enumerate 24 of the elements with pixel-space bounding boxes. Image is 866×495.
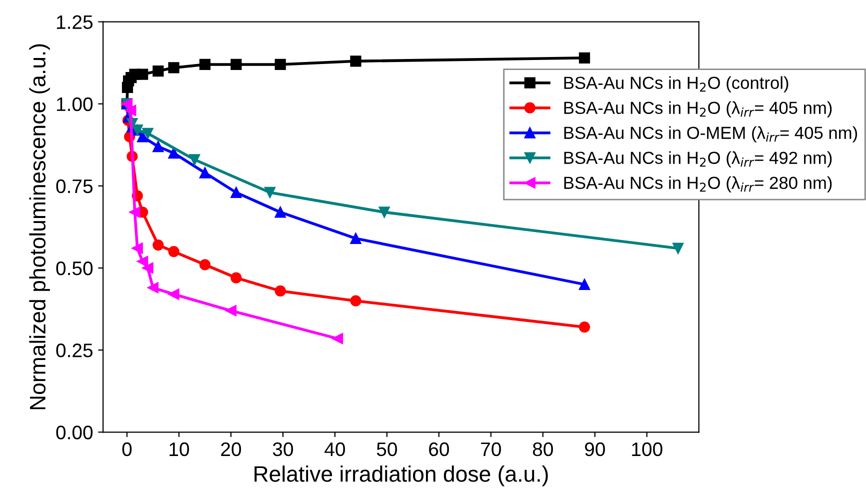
x-tick-label: 60 <box>429 442 449 456</box>
x-tick-label: 30 <box>272 442 293 456</box>
y-axis-title: Normalized photoluminescence (a.u.) <box>29 44 50 410</box>
x-tick-label: 90 <box>584 442 605 456</box>
x-tick-label: 80 <box>532 442 553 456</box>
x-axis-title: Relative irradiation dose (a.u.) <box>254 466 548 486</box>
y-tick-label: 0.50 <box>56 261 93 276</box>
x-tick-label: 40 <box>324 442 345 456</box>
y-tick-label: 0.00 <box>56 426 93 440</box>
y-tick-label: 0.75 <box>56 179 93 194</box>
legend-label: BSA-Au NCs in H$_{2}$O (λ$_{irr}$= 405 nm) <box>564 101 832 118</box>
x-tick-label: 20 <box>221 442 242 456</box>
legend-label: BSA-Au NCs in H$_{2}$O (λ$_{irr}$= 492 nm) <box>564 151 832 168</box>
y-tick-label: 0.25 <box>56 344 93 358</box>
x-tick-label: 0 <box>122 442 132 456</box>
x-tick-label: 50 <box>376 442 397 456</box>
x-tick-label: 10 <box>170 442 190 456</box>
x-tick-label: 100 <box>632 442 662 456</box>
y-tick-label: 1.00 <box>56 97 93 112</box>
legend-label: BSA-Au NCs in H$_{2}$O (control) <box>564 76 788 92</box>
legend-label: BSA-Au NCs in O-MEM (λ$_{irr}$= 405 nm) <box>564 126 858 142</box>
y-tick-label: 1.25 <box>56 15 93 30</box>
legend-label: BSA-Au NCs in H$_{2}$O (λ$_{irr}$= 280 nm) <box>564 176 832 192</box>
x-tick-label: 70 <box>481 442 501 456</box>
